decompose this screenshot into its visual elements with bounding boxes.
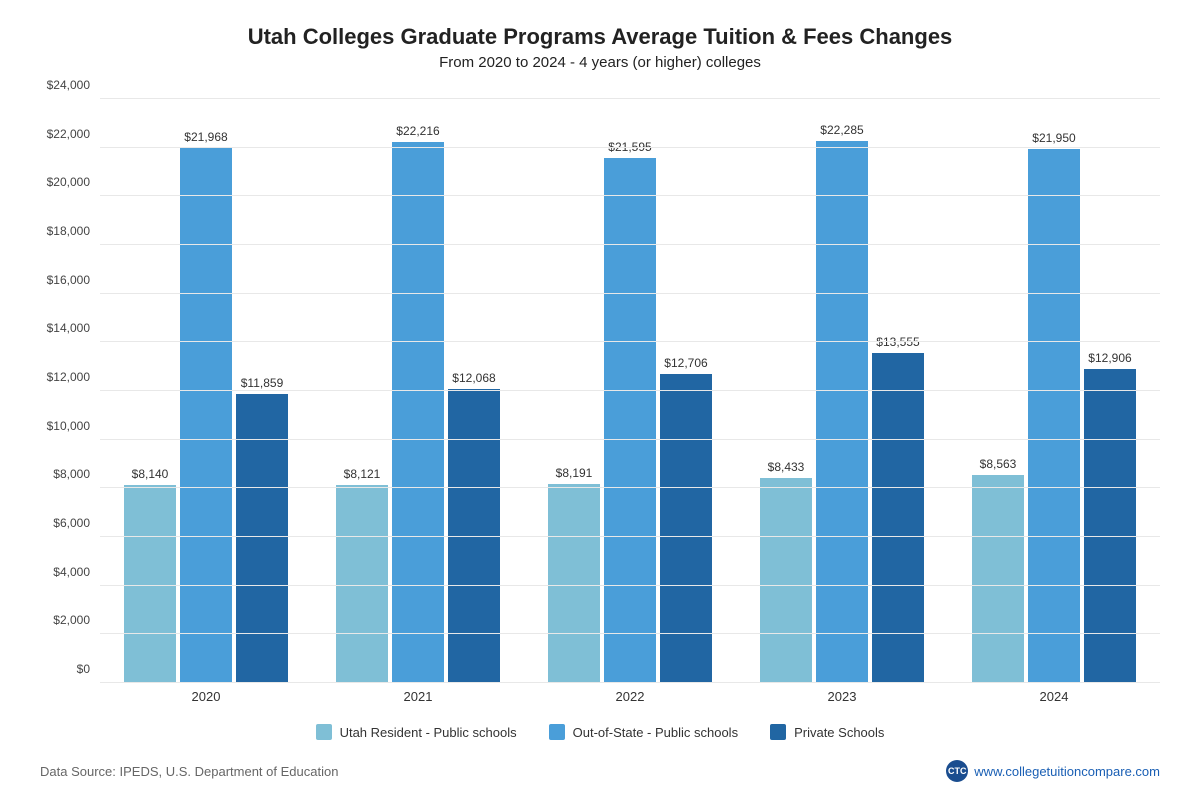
y-tick: $4,000	[53, 565, 90, 579]
bar-value-label: $21,950	[1032, 131, 1075, 145]
x-tick: 2021	[312, 689, 524, 704]
y-tick: $2,000	[53, 613, 90, 627]
bar: $8,191	[548, 484, 600, 683]
bar-value-label: $22,285	[820, 123, 863, 137]
x-tick: 2020	[100, 689, 312, 704]
bar: $22,285	[816, 141, 868, 683]
legend-swatch-icon	[770, 724, 786, 740]
legend-label: Private Schools	[794, 725, 884, 740]
bar-value-label: $8,140	[132, 467, 169, 481]
y-tick: $20,000	[47, 175, 90, 189]
year-group: $8,433$22,285$13,555	[736, 99, 948, 683]
x-tick: 2022	[524, 689, 736, 704]
bar-value-label: $8,121	[344, 467, 381, 481]
grid-line	[100, 147, 1160, 148]
year-group: $8,121 $22,216 $12,068	[312, 99, 524, 683]
grid-line	[100, 341, 1160, 342]
chart-subtitle: From 2020 to 2024 - 4 years (or higher) …	[0, 54, 1200, 71]
y-tick: $18,000	[47, 224, 90, 238]
footer: Data Source: IPEDS, U.S. Department of E…	[0, 752, 1200, 800]
grid-line	[100, 439, 1160, 440]
bar: $21,595	[604, 158, 656, 683]
x-axis: 20202021202220232024	[100, 689, 1160, 704]
y-tick: $8,000	[53, 467, 90, 481]
y-axis: $0 $2,000 $4,000 $6,000 $8,000 $10,000 $12,000…	[30, 99, 90, 683]
y-tick: $6,000	[53, 516, 90, 530]
x-tick: 2024	[948, 689, 1160, 704]
bar: $8,563	[972, 475, 1024, 683]
bar: $12,706	[660, 374, 712, 683]
bar-value-label: $22,216	[396, 124, 439, 138]
grid-line	[100, 293, 1160, 294]
bars-region: $8,140 $21,968 $11,859 $8,121 $22,216 $12,068…	[100, 99, 1160, 683]
bar-value-label: $11,859	[241, 376, 284, 390]
grid-line	[100, 390, 1160, 391]
legend-item: Out-of-State - Public schools	[549, 724, 738, 740]
bar: $12,906	[1084, 369, 1136, 683]
bar-value-label: $8,191	[556, 466, 593, 480]
legend: Utah Resident - Public schools Out-of-Sta…	[0, 724, 1200, 740]
y-tick: $0	[77, 662, 90, 676]
y-tick: $22,000	[47, 127, 90, 141]
legend-swatch-icon	[549, 724, 565, 740]
y-tick: $12,000	[47, 370, 90, 384]
title-area: Utah Colleges Graduate Programs Average …	[0, 0, 1200, 79]
legend-swatch-icon	[316, 724, 332, 740]
bar-value-label: $12,706	[664, 356, 707, 370]
year-group: $8,563$21,950$12,906	[948, 99, 1160, 683]
bar-value-label: $8,433	[768, 460, 805, 474]
grid-line	[100, 487, 1160, 488]
bar-value-label: $12,906	[1088, 351, 1131, 365]
grid-line	[100, 585, 1160, 586]
grid-line	[100, 244, 1160, 245]
grid-line	[100, 98, 1160, 99]
data-source: Data Source: IPEDS, U.S. Department of E…	[40, 764, 338, 779]
footer-right: CTC www.collegetuitioncompare.com	[946, 760, 1160, 782]
legend-label: Out-of-State - Public schools	[573, 725, 738, 740]
year-group: $8,140 $21,968 $11,859	[100, 99, 312, 683]
bar: $21,950	[1028, 149, 1080, 683]
y-tick: $14,000	[47, 321, 90, 335]
bar: $21,968	[180, 148, 232, 683]
year-group: $8,191$21,595$12,706	[524, 99, 736, 683]
website-link[interactable]: www.collegetuitioncompare.com	[974, 764, 1160, 779]
y-tick: $16,000	[47, 273, 90, 287]
ctc-badge-icon: CTC	[946, 760, 968, 782]
bar: $22,216	[392, 142, 444, 683]
grid-line	[100, 682, 1160, 683]
chart-container: Utah Colleges Graduate Programs Average …	[0, 0, 1200, 800]
x-tick: 2023	[736, 689, 948, 704]
legend-item: Utah Resident - Public schools	[316, 724, 517, 740]
chart-title: Utah Colleges Graduate Programs Average …	[0, 24, 1200, 50]
legend-label: Utah Resident - Public schools	[340, 725, 517, 740]
bar-value-label: $8,563	[980, 457, 1017, 471]
grid-line	[100, 536, 1160, 537]
y-tick: $24,000	[47, 78, 90, 92]
bar: $8,433	[760, 478, 812, 683]
plot-area: $0$2,000$4,000$6,000$8,000$10,000$12,000…	[100, 99, 1160, 683]
bar-value-label: $21,968	[184, 130, 227, 144]
grid-line	[100, 195, 1160, 196]
bar-value-label: $12,068	[452, 371, 495, 385]
legend-item: Private Schools	[770, 724, 884, 740]
y-tick: $10,000	[47, 419, 90, 433]
grid-line	[100, 633, 1160, 634]
